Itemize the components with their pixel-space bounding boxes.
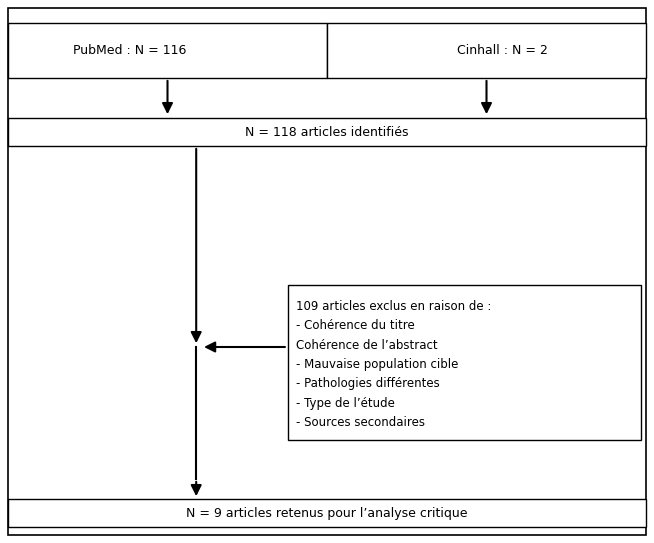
Bar (327, 23, 646, 78)
Bar (288, 285, 641, 440)
Bar (8, 23, 327, 78)
Text: N = 9 articles retenus pour l’analyse critique: N = 9 articles retenus pour l’analyse cr… (186, 507, 468, 520)
Text: - Cohérence du titre: - Cohérence du titre (296, 319, 415, 332)
Bar (8, 499, 646, 527)
Text: N = 118 articles identifiés: N = 118 articles identifiés (245, 125, 409, 138)
Text: - Sources secondaires: - Sources secondaires (296, 416, 424, 429)
Text: - Pathologies différentes: - Pathologies différentes (296, 377, 439, 390)
Text: - Type de l’étude: - Type de l’étude (296, 397, 394, 410)
Text: PubMed : N = 116: PubMed : N = 116 (73, 44, 186, 57)
Bar (8, 118, 646, 146)
Text: - Mauvaise population cible: - Mauvaise population cible (296, 358, 458, 371)
Text: Cohérence de l’abstract: Cohérence de l’abstract (296, 339, 438, 352)
Text: Cinhall : N = 2: Cinhall : N = 2 (457, 44, 548, 57)
Text: 109 articles exclus en raison de :: 109 articles exclus en raison de : (296, 300, 491, 313)
